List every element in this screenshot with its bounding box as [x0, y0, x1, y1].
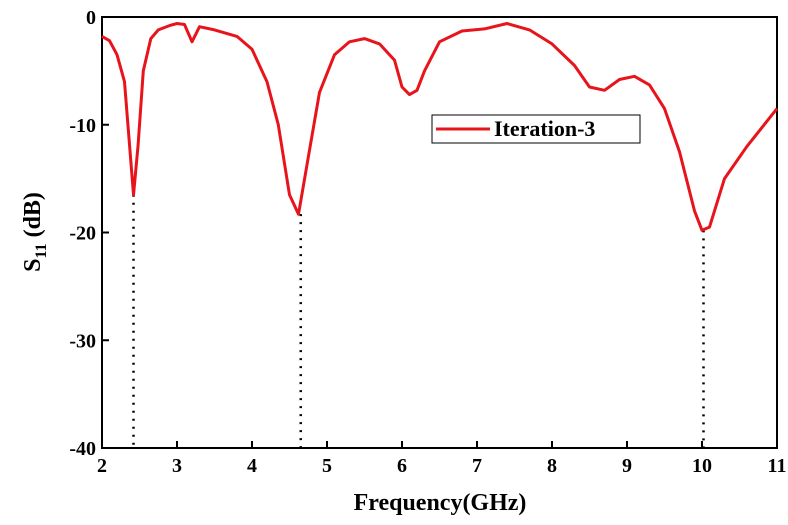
plot-frame — [101, 16, 778, 449]
x-tick-label: 7 — [472, 455, 482, 477]
x-tick-label: 11 — [768, 455, 787, 477]
x-tick-label: 6 — [397, 455, 407, 477]
legend-label: Iteration-3 — [494, 116, 595, 141]
y-tick-label: -40 — [69, 438, 96, 460]
data-line — [101, 22, 779, 232]
x-tick-label: 5 — [322, 455, 332, 477]
x-tick-label: 8 — [547, 455, 557, 477]
y-axis-label: S11(dB) — [20, 192, 50, 272]
y-tick-label: -30 — [69, 330, 96, 352]
x-tick-label: 10 — [692, 455, 712, 477]
x-axis-label: Frequency(GHz) — [354, 490, 527, 516]
x-tick-label: 9 — [622, 455, 632, 477]
x-tick-label: 3 — [172, 455, 182, 477]
y-tick-label: -20 — [69, 223, 96, 245]
y-tick-label: 0 — [86, 7, 96, 29]
x-tick-label: 4 — [247, 455, 257, 477]
y-tick-label: -10 — [69, 115, 96, 137]
x-tick-label: 2 — [97, 455, 107, 477]
